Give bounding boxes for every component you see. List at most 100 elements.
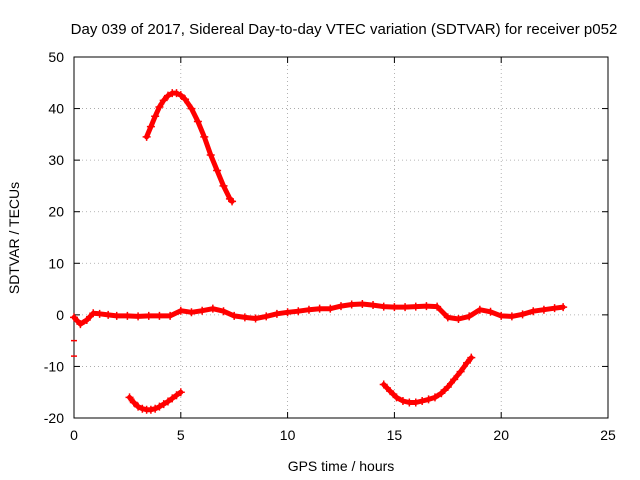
- data-point: [418, 396, 427, 405]
- data-point: [187, 308, 196, 317]
- data-point: [386, 387, 395, 396]
- x-tick-label: 15: [387, 427, 403, 443]
- data-point: [475, 305, 484, 314]
- axis-ticks: 0 5 10 15 20 25 -20 -10 0 10 20 30 40 50: [44, 49, 616, 443]
- y-tick-label: 20: [48, 204, 64, 220]
- data-point: [454, 314, 463, 323]
- data-point: [142, 132, 151, 141]
- data-point: [176, 388, 185, 397]
- data-point: [411, 398, 420, 407]
- data-point: [304, 305, 313, 314]
- data-point: [486, 307, 495, 316]
- data-point: [392, 393, 401, 402]
- data-point: [200, 132, 209, 141]
- series-arc-low-right: [379, 353, 476, 407]
- data-point: [379, 302, 388, 311]
- data-point: [134, 402, 143, 411]
- data-point: [272, 309, 281, 318]
- data-point: [283, 308, 292, 317]
- data-point: [138, 404, 147, 413]
- data-point: [172, 391, 181, 400]
- data-point: [163, 397, 172, 406]
- data-point: [315, 304, 324, 313]
- data-point: [529, 307, 538, 316]
- data-point: [497, 311, 506, 320]
- data-point: [95, 309, 104, 318]
- data-point: [208, 304, 217, 313]
- data-point: [251, 314, 260, 323]
- data-point: [219, 307, 228, 316]
- y-tick-label: 0: [56, 307, 64, 323]
- data-point: [176, 91, 185, 100]
- data-point: [326, 304, 335, 313]
- x-tick-label: 10: [280, 427, 296, 443]
- data-point: [437, 389, 446, 398]
- data-point: [228, 197, 237, 206]
- data-point: [193, 117, 202, 126]
- x-tick-label: 5: [177, 427, 185, 443]
- data-point: [155, 103, 164, 112]
- data-point: [463, 358, 472, 367]
- y-tick-label: 50: [48, 49, 64, 65]
- plot-frame: [73, 56, 609, 419]
- data-point: [433, 302, 442, 311]
- data-series: [70, 89, 568, 414]
- data-point: [112, 311, 121, 320]
- data-point: [219, 181, 228, 190]
- x-tick-label: 20: [493, 427, 509, 443]
- data-point: [104, 310, 113, 319]
- data-point: [430, 393, 439, 402]
- data-point: [347, 300, 356, 309]
- data-point: [456, 367, 465, 376]
- data-point: [230, 311, 239, 320]
- data-point: [294, 307, 303, 316]
- data-point: [70, 313, 78, 322]
- data-point: [181, 95, 190, 104]
- data-point: [187, 104, 196, 113]
- data-point: [262, 312, 271, 321]
- data-point: [168, 394, 177, 403]
- data-point: [422, 302, 431, 311]
- data-point: [550, 304, 559, 313]
- data-point: [151, 404, 160, 413]
- data-point: [82, 316, 91, 325]
- data-point: [467, 353, 476, 362]
- data-point: [76, 320, 85, 329]
- data-point: [518, 310, 527, 319]
- data-point: [159, 96, 168, 105]
- y-tick-label: -10: [44, 358, 64, 374]
- series-outliers: [71, 339, 77, 357]
- data-point: [155, 311, 164, 320]
- y-tick-label: 40: [48, 101, 64, 117]
- y-tick-label: 30: [48, 152, 64, 168]
- data-point: [176, 306, 185, 315]
- data-point: [443, 313, 452, 322]
- data-point: [401, 303, 410, 312]
- x-tick-label: 0: [70, 427, 78, 443]
- data-point: [390, 303, 399, 312]
- data-point: [559, 303, 568, 312]
- y-tick-label: -20: [44, 410, 64, 426]
- data-point: [539, 305, 548, 314]
- data-point: [125, 393, 134, 402]
- data-point: [369, 301, 378, 310]
- data-point: [159, 400, 168, 409]
- data-point: [166, 311, 175, 320]
- y-axis-label: SDTVAR / TECUs: [6, 182, 22, 294]
- data-point: [172, 89, 181, 98]
- data-point: [443, 383, 452, 392]
- data-point: [398, 396, 407, 405]
- data-point: [144, 311, 153, 320]
- series-arc-low-left: [125, 388, 185, 414]
- x-tick-label: 25: [600, 427, 616, 443]
- data-point: [129, 398, 138, 407]
- data-point: [424, 395, 433, 404]
- data-point: [465, 312, 474, 321]
- y-tick-label: 10: [48, 255, 64, 271]
- data-point: [163, 91, 172, 100]
- data-point: [146, 405, 155, 414]
- data-point: [411, 302, 420, 311]
- data-point: [134, 312, 143, 321]
